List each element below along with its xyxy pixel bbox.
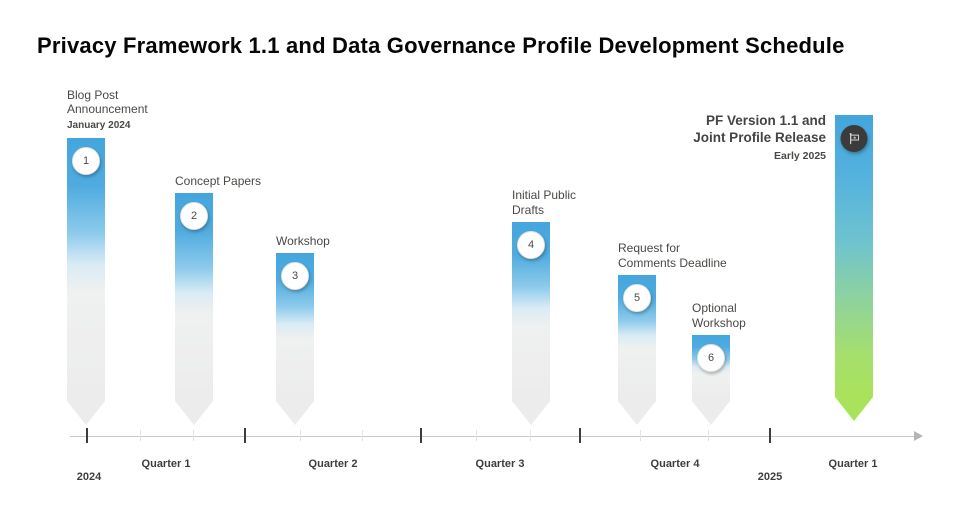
- axis-minor-tick: [300, 430, 301, 441]
- release-banner-point: [835, 397, 873, 421]
- milestone-label: Initial Public Drafts: [512, 188, 576, 217]
- milestone-label: Workshop: [276, 234, 330, 249]
- timeline-axis: [70, 436, 915, 437]
- milestone-label-line: Request for: [618, 241, 681, 255]
- release-milestone: PF Version 1.1 and Joint Profile Release E…: [693, 113, 873, 421]
- milestone-sublabel: January 2024: [67, 119, 131, 131]
- year-label: 2024: [76, 471, 102, 483]
- quarter-label: Quarter 1: [828, 458, 878, 470]
- milestone-number-badge: 4: [517, 231, 545, 259]
- release-banner: [835, 115, 873, 397]
- axis-minor-tick: [362, 430, 363, 441]
- page-title: Privacy Framework 1.1 and Data Governanc…: [37, 33, 845, 58]
- milestone-label-line: Blog Post: [67, 87, 119, 102]
- axis-major-tick: [244, 428, 246, 443]
- milestone-label-line: Announcement: [67, 102, 148, 116]
- year-label: 2025: [757, 471, 783, 483]
- axis-major-tick: [769, 428, 771, 443]
- milestone-banner-point: [692, 401, 730, 425]
- milestone-number-badge: 6: [697, 344, 725, 372]
- quarter-label: Quarter 3: [475, 458, 525, 470]
- axis-minor-tick: [530, 430, 531, 441]
- milestone-5: Request for Comments Deadline 5: [618, 241, 727, 425]
- axis-minor-tick: [193, 430, 194, 441]
- milestone-label-line: Comments Deadline: [618, 255, 727, 270]
- axis-minor-tick: [640, 430, 641, 441]
- milestone-number-badge: 5: [623, 284, 651, 312]
- milestone-label-line: Workshop: [692, 315, 746, 330]
- axis-minor-tick: [476, 430, 477, 441]
- release-label-line: PF Version 1.1 and: [705, 113, 826, 128]
- axis-arrow-icon: [914, 431, 923, 441]
- milestone-banner-point: [67, 401, 105, 425]
- quarter-label: Quarter 4: [650, 458, 700, 470]
- milestone-banner-point: [618, 401, 656, 425]
- release-sublabel: Early 2025: [774, 150, 826, 162]
- milestone-3: Workshop 3: [276, 234, 330, 425]
- milestone-4: Initial Public Drafts 4: [512, 188, 576, 425]
- axis-major-tick: [579, 428, 581, 443]
- milestone-number-badge: 1: [72, 147, 100, 175]
- axis-major-tick: [420, 428, 422, 443]
- milestone-label: Request for Comments Deadline: [618, 241, 727, 270]
- quarter-label: Quarter 1: [141, 458, 191, 470]
- milestone-6: Optional Workshop 6: [692, 301, 746, 425]
- milestone-banner-point: [175, 401, 213, 425]
- milestone-banner: [67, 138, 105, 401]
- milestone-label-line: Concept Papers: [175, 173, 262, 188]
- release-label-line: Joint Profile Release: [693, 130, 826, 145]
- milestone-label: Concept Papers: [175, 174, 261, 189]
- quarter-label: Quarter 2: [308, 458, 358, 470]
- milestone-2: Concept Papers 2: [175, 174, 261, 425]
- milestone-number-badge: 2: [180, 202, 208, 230]
- milestone-label: Blog Post Announcement January 2024: [67, 88, 148, 134]
- axis-major-tick: [86, 428, 88, 443]
- milestone-label: Optional Workshop: [692, 301, 746, 330]
- flag-icon: [840, 125, 868, 152]
- milestone-label-line: Drafts: [512, 202, 545, 217]
- milestone-number-badge: 3: [281, 262, 309, 290]
- axis-minor-tick: [140, 430, 141, 441]
- milestone-label-line: Workshop: [276, 233, 330, 248]
- release-label: PF Version 1.1 and Joint Profile Release E…: [693, 112, 826, 165]
- milestone-label-line: Optional: [692, 301, 737, 315]
- axis-minor-tick: [708, 430, 709, 441]
- milestone-label-line: Initial Public: [512, 188, 577, 202]
- milestone-1: Blog Post Announcement January 2024 1: [67, 88, 148, 425]
- milestone-banner-point: [276, 401, 314, 425]
- milestone-banner-point: [512, 401, 550, 425]
